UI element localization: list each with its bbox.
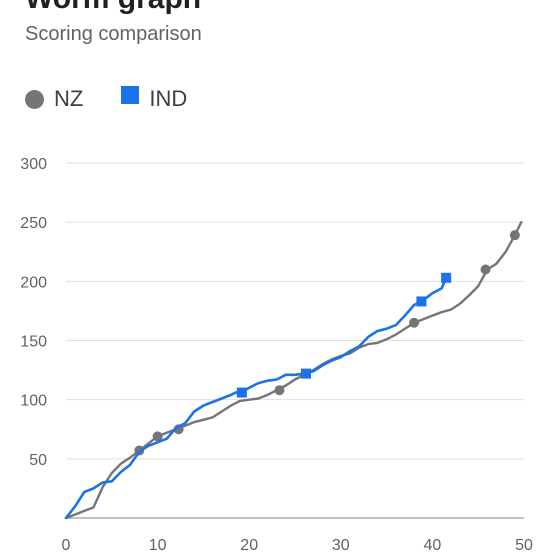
x-tick-label: 30 [332,537,350,554]
wicket-point-ind [416,296,427,307]
x-tick-label: 0 [62,537,71,554]
y-tick-label: 100 [20,393,47,410]
wicket-point-nz [409,317,420,328]
chart-subtitle: Scoring comparison [25,23,202,45]
series-line-nz [64,221,523,520]
wicket-point-ind [236,387,247,398]
x-tick-label: 20 [240,537,258,554]
y-tick-label: 50 [29,452,47,469]
wicket-point-nz [274,385,285,396]
y-tick-label: 250 [20,215,47,232]
legend-item-nz[interactable]: NZ [25,86,83,112]
legend-label-nz: NZ [54,86,84,111]
legend-item-ind[interactable]: IND [121,86,187,112]
x-tick-label: 50 [515,537,533,554]
y-tick-label: 150 [20,334,47,351]
series-line-ind [64,276,448,520]
legend: NZ IND [25,86,225,112]
y-tick-label: 300 [20,156,47,173]
circle-marker-icon [25,89,44,109]
wicket-point-nz [152,431,163,442]
wicket-point-ind [300,368,311,379]
y-tick-label: 200 [20,274,47,291]
wicket-point-nz [509,230,520,241]
x-tick-label: 10 [149,537,167,554]
x-tick-label: 40 [424,537,442,554]
square-marker-icon [121,86,140,104]
wicket-point-ind [441,272,452,283]
legend-label-ind: IND [149,86,188,111]
wicket-point-nz [480,264,491,275]
chart-title: Worm graph [25,0,201,16]
